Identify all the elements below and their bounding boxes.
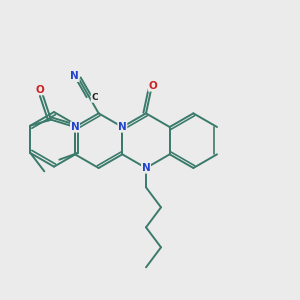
Text: N: N [70,122,80,132]
Text: N: N [142,163,150,173]
Text: N: N [118,122,127,132]
Text: C: C [92,93,98,102]
Text: O: O [148,81,157,91]
Text: O: O [36,85,44,95]
Text: N: N [70,71,79,81]
